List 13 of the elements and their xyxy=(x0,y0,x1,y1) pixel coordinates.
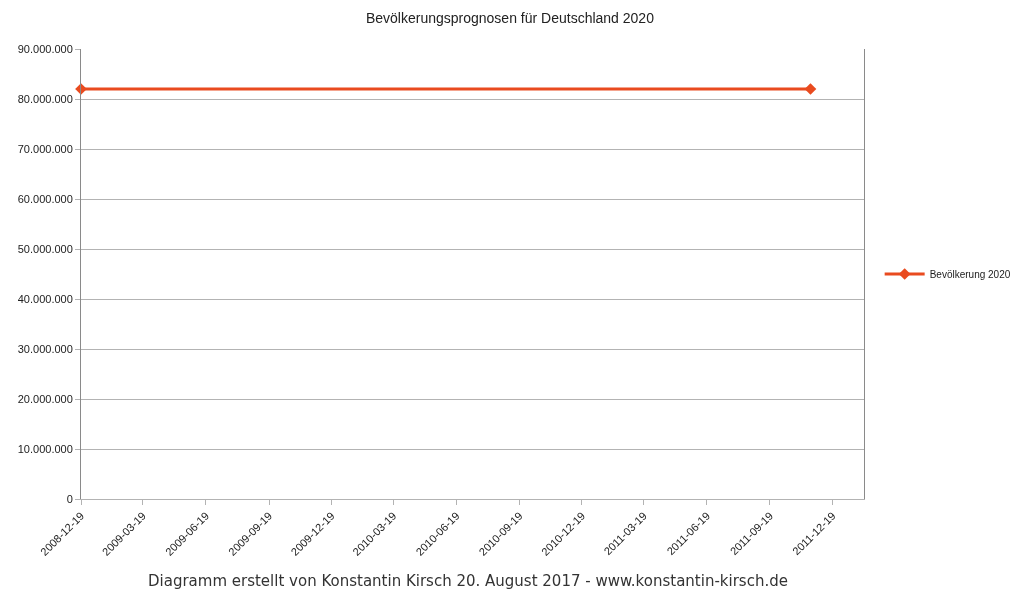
y-tick-label: 40.000.000 xyxy=(17,292,73,305)
y-tick-label: 90.000.000 xyxy=(17,42,73,55)
chart-title: Bevölkerungsprognosen für Deutschland 2020 xyxy=(365,9,655,26)
y-tick-label: 0 xyxy=(66,492,73,505)
y-tick-label: 10.000.000 xyxy=(17,442,73,455)
legend-label: Bevölkerung 2020 xyxy=(929,268,1011,280)
y-tick-label: 50.000.000 xyxy=(17,242,73,255)
y-tick-label: 70.000.000 xyxy=(17,142,73,155)
y-tick-label: 20.000.000 xyxy=(17,392,73,405)
text: Diagramm erstellt von Konstantin Kirsch 20. August 2017 - www.konstantin-kirsch.de xyxy=(148,572,788,590)
y-tick-label: 80.000.000 xyxy=(17,92,73,105)
y-tick-label: 60.000.000 xyxy=(17,192,73,205)
y-tick-label: 30.000.000 xyxy=(17,342,73,355)
